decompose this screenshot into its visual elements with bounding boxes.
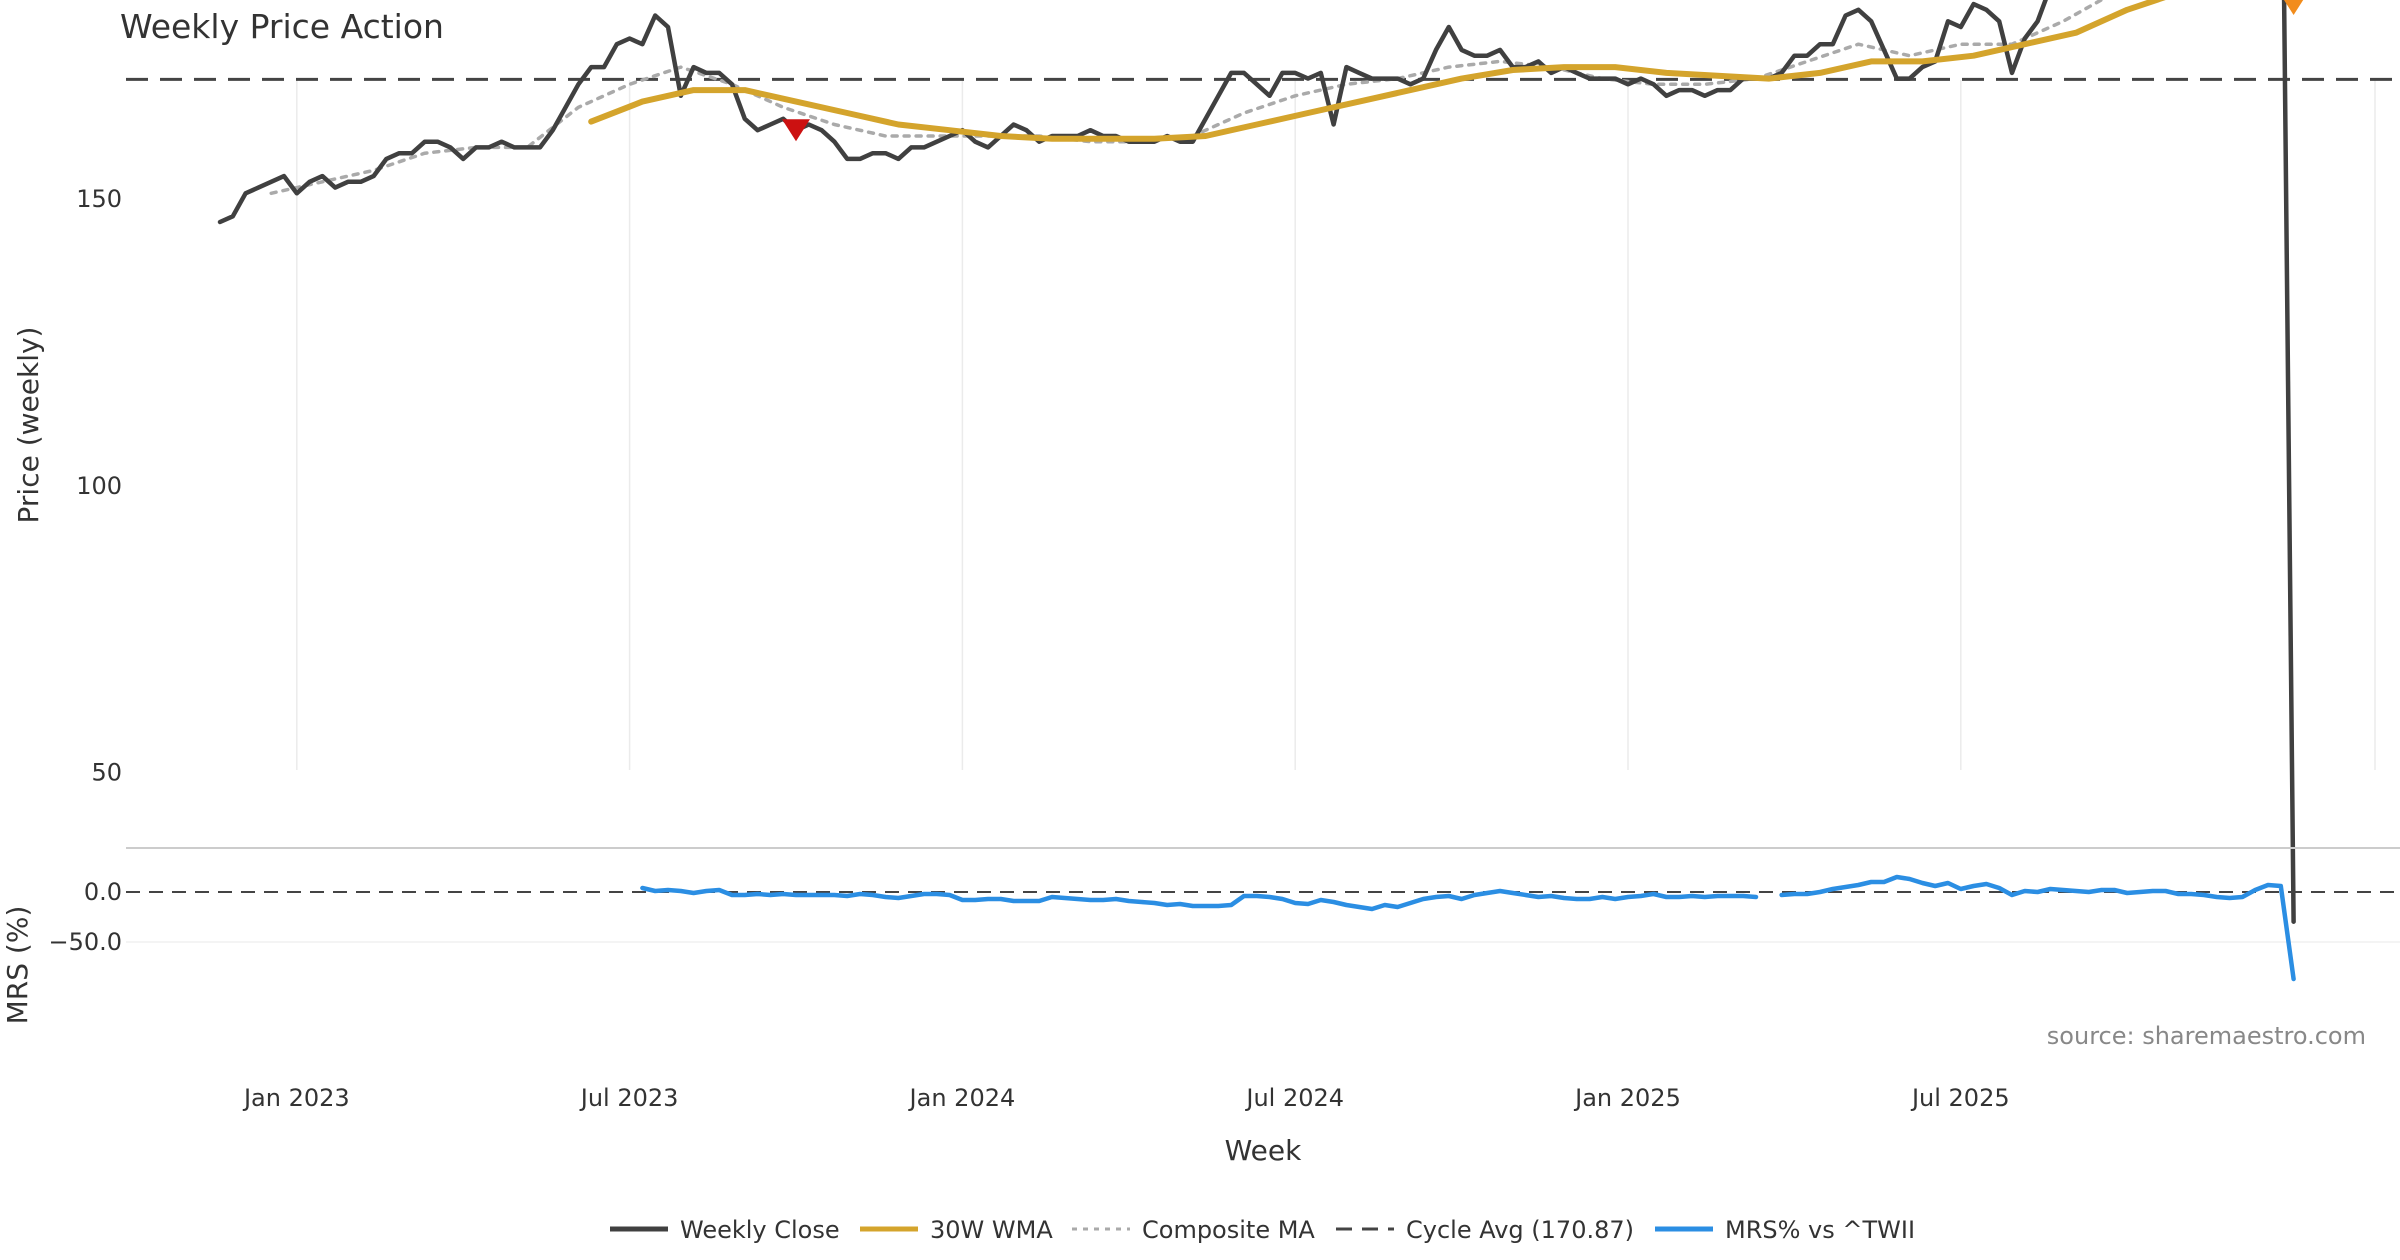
legend-label-weekly-close: Weekly Close bbox=[680, 1216, 840, 1244]
price-y-tick-label: 100 bbox=[76, 472, 122, 500]
x-tick-label: Jul 2025 bbox=[1910, 1084, 2010, 1112]
x-tick-label: Jan 2025 bbox=[1573, 1084, 1681, 1112]
x-tick-label: Jul 2024 bbox=[1244, 1084, 1344, 1112]
legend-label-30w-wma: 30W WMA bbox=[930, 1216, 1053, 1244]
mrs-y-tick-label: −50.0 bbox=[48, 928, 122, 956]
x-tick-label: Jan 2023 bbox=[242, 1084, 350, 1112]
legend-label-composite-ma: Composite MA bbox=[1142, 1216, 1315, 1244]
sell-signal-marker bbox=[2284, 0, 2304, 16]
sell-signal-marker bbox=[782, 119, 810, 142]
price-y-axis-label: Price (weekly) bbox=[12, 327, 45, 524]
series-composite-ma bbox=[269, 0, 2105, 196]
x-axis-label: Week bbox=[1225, 1134, 1302, 1167]
price-panel: 25020015010050 bbox=[76, 0, 2400, 924]
series-30w-wma bbox=[588, 0, 2166, 142]
series-mrs-vs-twii bbox=[1779, 874, 2296, 982]
legend-label-cycle-avg-170-87: Cycle Avg (170.87) bbox=[1406, 1216, 1634, 1244]
x-tick-label: Jul 2023 bbox=[579, 1084, 679, 1112]
series-mrs-vs-twii bbox=[640, 885, 1759, 912]
price-y-tick-label: 150 bbox=[76, 185, 122, 213]
x-axis: Jan 2023 Jul 2023 Jan 2024 Jul 2024 Jan 2025… bbox=[242, 1084, 2010, 1112]
chart-title: Weekly Price Action bbox=[120, 7, 444, 46]
legend-label-mrs-vs-twii: MRS% vs ^TWII bbox=[1725, 1216, 1915, 1244]
source-note: source: sharemaestro.com bbox=[2047, 1022, 2366, 1050]
series-weekly-close bbox=[217, 0, 2296, 924]
legend: Weekly Close 30W WMA Composite MA Cycle Avg… bbox=[610, 1216, 1915, 1244]
price-y-tick-label: 50 bbox=[91, 759, 122, 787]
mrs-y-tick-label: 0.0 bbox=[84, 878, 122, 906]
x-tick-label: Jan 2024 bbox=[908, 1084, 1016, 1112]
mrs-panel: 0.0 −50.0 bbox=[48, 847, 2400, 982]
mrs-y-axis-label: MRS (%) bbox=[1, 906, 34, 1025]
